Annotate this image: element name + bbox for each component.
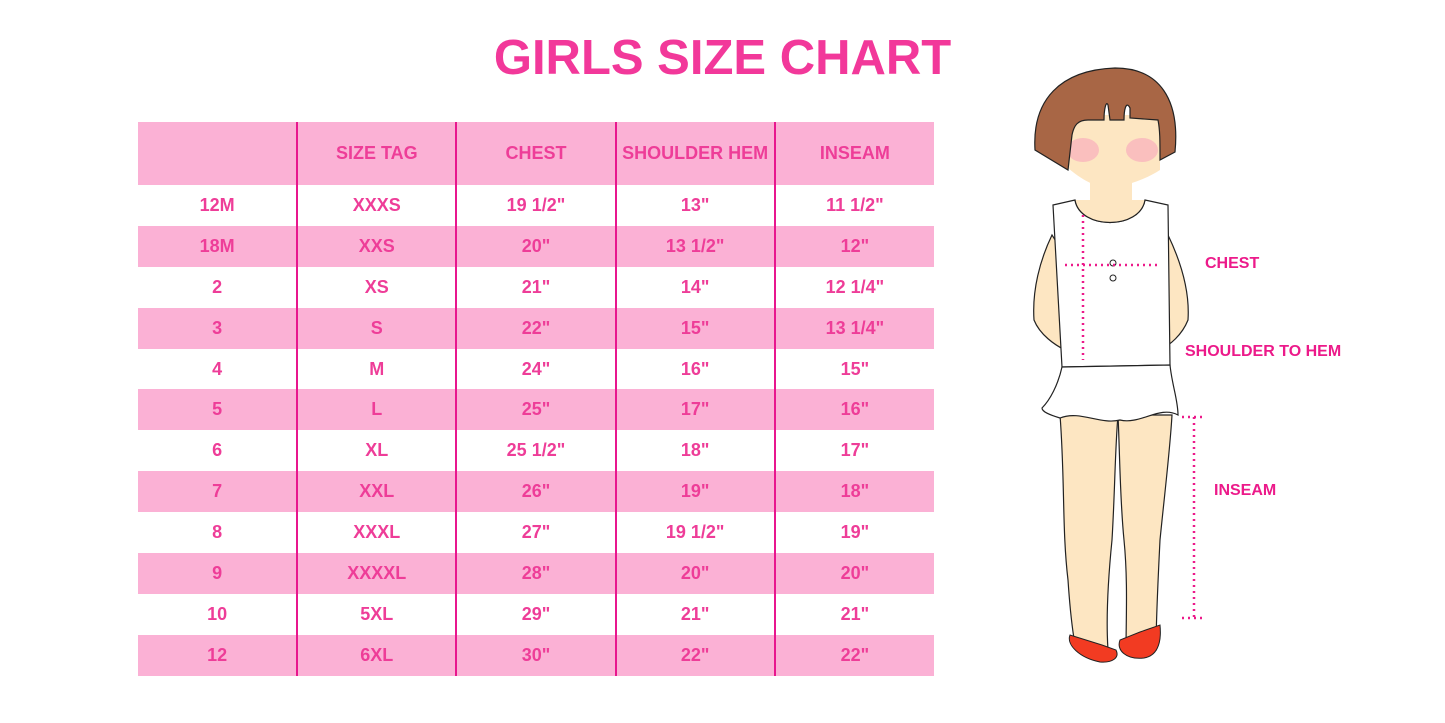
table-cell: 12" bbox=[773, 225, 934, 267]
column-header: CHEST bbox=[455, 122, 616, 185]
inseam-label: INSEAM bbox=[1214, 482, 1277, 499]
table-cell: 19" bbox=[614, 471, 775, 513]
table-cell: 12M bbox=[199, 194, 235, 215]
chest-label: CHEST bbox=[1205, 255, 1260, 272]
table-cell: 6 bbox=[212, 440, 223, 461]
table-cell: S bbox=[296, 307, 457, 349]
table-cell: 8 bbox=[212, 522, 223, 543]
table-cell: 30" bbox=[455, 634, 616, 676]
table-cell: 13 1/4" bbox=[773, 307, 934, 349]
table-row: 2 XS 21" 14" 12 1/4" bbox=[138, 266, 934, 308]
table-cell: 29" bbox=[455, 593, 616, 635]
table-cell: 21" bbox=[455, 266, 616, 308]
table-cell: XXXS bbox=[296, 185, 457, 226]
table-cell: 13 1/2" bbox=[614, 225, 775, 267]
table-row: 5 L 25" 17" 16" bbox=[138, 389, 934, 431]
girl-measurement-illustration bbox=[1033, 67, 1202, 663]
table-cell: 24" bbox=[455, 348, 616, 390]
table-cell: 6XL bbox=[296, 634, 457, 676]
table-cell: 20" bbox=[614, 553, 775, 594]
table-row: 8 XXXL 27" 19 1/2" 19" bbox=[138, 512, 934, 554]
table-cell: 18" bbox=[773, 471, 934, 513]
table-row: 6 XL 25 1/2" 18" 17" bbox=[138, 430, 934, 472]
table-cell: 25" bbox=[455, 389, 616, 431]
shoulder-to-hem-label: SHOULDER TO HEM bbox=[1185, 343, 1342, 360]
table-row: 7 XXL 26" 19" 18" bbox=[138, 471, 934, 513]
table-row: 18M XXS 20" 13 1/2" 12" bbox=[138, 225, 934, 267]
table-cell: M bbox=[296, 348, 457, 390]
table-cell: 18" bbox=[614, 430, 775, 472]
table-cell: L bbox=[296, 389, 457, 431]
page-title: GIRLS SIZE CHART bbox=[493, 31, 952, 85]
table-cell: 15" bbox=[773, 348, 934, 390]
table-cell: 10 bbox=[207, 603, 228, 624]
column-header: SIZE TAG bbox=[296, 122, 457, 185]
table-cell: 16" bbox=[614, 348, 775, 390]
table-cell: 21" bbox=[614, 593, 775, 635]
table-row: 12 6XL 30" 22" 22" bbox=[138, 634, 934, 676]
table-row: 3 S 22" 15" 13 1/4" bbox=[138, 307, 934, 349]
table-cell: 26" bbox=[455, 471, 616, 513]
size-chart-table: SIZE TAG CHEST SHOULDER HEM INSEAM 12M XXXS 1… bbox=[138, 122, 934, 676]
table-cell: XXL bbox=[296, 471, 457, 513]
table-cell: XL bbox=[296, 430, 457, 472]
table-cell: 5 bbox=[138, 389, 298, 431]
table-cell: 7 bbox=[138, 471, 298, 513]
table-cell: 22" bbox=[773, 634, 934, 676]
column-header: INSEAM bbox=[773, 122, 934, 185]
table-cell: 3 bbox=[138, 307, 298, 349]
table-cell: 16" bbox=[773, 389, 934, 431]
table-cell: XXXL bbox=[296, 512, 457, 554]
table-cell: 19" bbox=[773, 512, 934, 554]
table-cell: 22" bbox=[614, 634, 775, 676]
table-cell: 25 1/2" bbox=[455, 430, 616, 472]
column-header bbox=[138, 122, 298, 185]
table-cell: XXS bbox=[296, 225, 457, 267]
table-cell: 17" bbox=[773, 430, 934, 472]
table-cell: 22" bbox=[455, 307, 616, 349]
table-row: 4 M 24" 16" 15" bbox=[138, 348, 934, 390]
table-cell: 2 bbox=[212, 276, 223, 297]
table-cell: 12 bbox=[138, 634, 298, 676]
table-cell: 19 1/2" bbox=[614, 512, 775, 554]
table-row: 9 XXXXL 28" 20" 20" bbox=[138, 553, 934, 594]
table-cell: 28" bbox=[455, 553, 616, 594]
table-cell: 4 bbox=[212, 358, 223, 379]
table-cell: 12 1/4" bbox=[773, 266, 934, 308]
table-cell: 13" bbox=[614, 185, 775, 226]
table-cell: 20" bbox=[773, 553, 934, 594]
table-row: 10 5XL 29" 21" 21" bbox=[138, 593, 934, 635]
table-cell: 19 1/2" bbox=[455, 185, 616, 226]
table-cell: 11 1/2" bbox=[773, 185, 934, 226]
table-cell: 9 bbox=[138, 553, 298, 594]
table-cell: 15" bbox=[614, 307, 775, 349]
table-row: 12M XXXS 19 1/2" 13" 11 1/2" bbox=[138, 185, 934, 226]
table-cell: 14" bbox=[614, 266, 775, 308]
column-header: SHOULDER HEM bbox=[614, 122, 775, 185]
table-cell: 18M bbox=[138, 225, 298, 267]
table-cell: 5XL bbox=[296, 593, 457, 635]
table-cell: 20" bbox=[455, 225, 616, 267]
table-cell: XXXXL bbox=[296, 553, 457, 594]
table-header: SIZE TAG CHEST SHOULDER HEM INSEAM bbox=[138, 122, 934, 185]
table-cell: XS bbox=[296, 266, 457, 308]
table-cell: 27" bbox=[455, 512, 616, 554]
table-cell: 21" bbox=[773, 593, 934, 635]
table-cell: 17" bbox=[614, 389, 775, 431]
